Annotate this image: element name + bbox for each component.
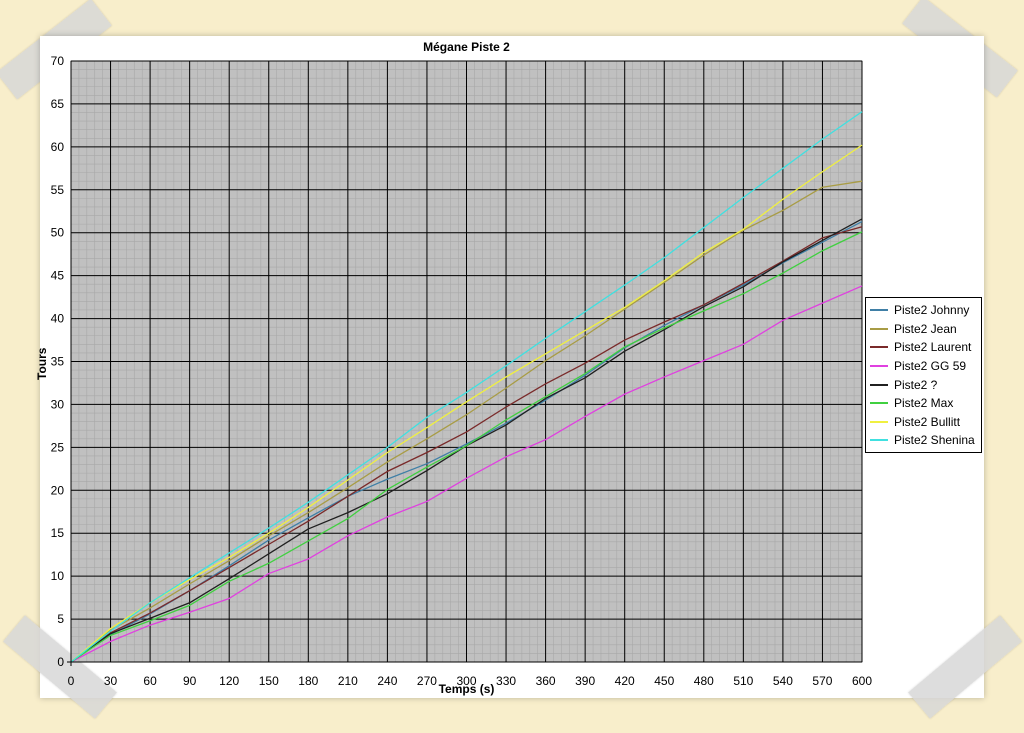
y-tick-label: 20 [51,483,65,497]
legend-swatch [870,327,888,330]
series-line-6 [70,231,863,663]
x-tick-label: 450 [654,674,674,688]
legend-swatch [870,365,888,368]
y-tick-label: 15 [51,526,65,540]
x-tick-label: 300 [456,674,476,688]
series-line-3 [70,226,863,663]
x-tick-label: 510 [733,674,753,688]
x-tick-label: 480 [694,674,714,688]
legend-item: Piste2 Laurent [866,338,981,357]
legend-swatch [870,420,888,423]
legend-swatch [870,346,888,349]
legend-item: Piste2 Shenina [866,431,981,450]
y-tick-label: 25 [51,440,65,454]
legend-swatch [870,402,888,405]
x-tick-label: 360 [536,674,556,688]
y-tick-label: 0 [57,655,64,669]
legend-label: Piste2 Bullitt [894,414,961,429]
legend-item: Piste2 GG 59 [866,357,981,376]
x-tick-label: 330 [496,674,516,688]
y-tick-label: 35 [51,355,65,369]
x-tick-label: 270 [417,674,437,688]
series-lines [70,111,863,663]
y-tick-label: 55 [51,183,65,197]
grid-major [70,60,863,663]
y-tick-label: 30 [51,397,65,411]
y-tick-label: 65 [51,97,65,111]
x-tick-label: 420 [615,674,635,688]
series-line-4 [70,285,863,663]
legend-label: Piste2 Johnny [894,303,970,318]
x-tick-label: 30 [104,674,118,688]
x-tick-label: 120 [219,674,239,688]
x-tick-label: 210 [338,674,358,688]
x-tick-label: 0 [68,674,75,688]
x-tick-label: 390 [575,674,595,688]
y-tick-label: 45 [51,269,65,283]
y-tick-label: 60 [51,140,65,154]
legend-label: Piste2 Jean [894,321,957,336]
x-axis-label: Temps (s) [438,682,495,696]
series-line-8 [70,111,863,663]
legend-item: Piste2 ? [866,375,981,394]
series-line-7 [70,144,863,663]
series-line-2 [70,180,863,663]
chart-title: Mégane Piste 2 [423,40,510,54]
y-tick-label: 40 [51,312,65,326]
y-tick-label: 70 [51,54,65,68]
legend-label: Piste2 Laurent [894,340,972,355]
y-tick-label: 5 [57,612,64,626]
legend-label: Piste2 ? [894,377,938,392]
legend: Piste2 Johnny Piste2 Jean Piste2 Laurent Pi… [865,297,982,453]
x-tick-label: 60 [143,674,157,688]
x-tick-label: 540 [773,674,793,688]
legend-swatch [870,309,888,312]
x-tick-label: 600 [852,674,872,688]
axes [67,61,862,666]
y-tick-label: 50 [51,226,65,240]
y-tick-labels: 0 5 10 15 20 25 30 35 40 45 50 55 60 65 70 [51,54,65,669]
legend-item: Piste2 Bullitt [866,413,981,432]
y-tick-label: 10 [51,569,65,583]
legend-item: Piste2 Johnny [866,301,981,320]
legend-swatch [870,383,888,386]
x-tick-label: 150 [259,674,279,688]
legend-label: Piste2 GG 59 [894,359,967,374]
legend-label: Piste2 Max [894,396,954,411]
legend-swatch [870,439,888,442]
x-tick-label: 90 [183,674,197,688]
x-tick-label: 180 [298,674,318,688]
legend-item: Piste2 Jean [866,320,981,339]
legend-item: Piste2 Max [866,394,981,413]
x-tick-labels: 0 30 60 90 120 150 180 210 240 270 300 330 360 390 420… [68,674,873,688]
x-tick-label: 240 [377,674,397,688]
x-tick-label: 570 [812,674,832,688]
y-axis-label: Tours [35,347,49,380]
legend-label: Piste2 Shenina [894,433,975,448]
